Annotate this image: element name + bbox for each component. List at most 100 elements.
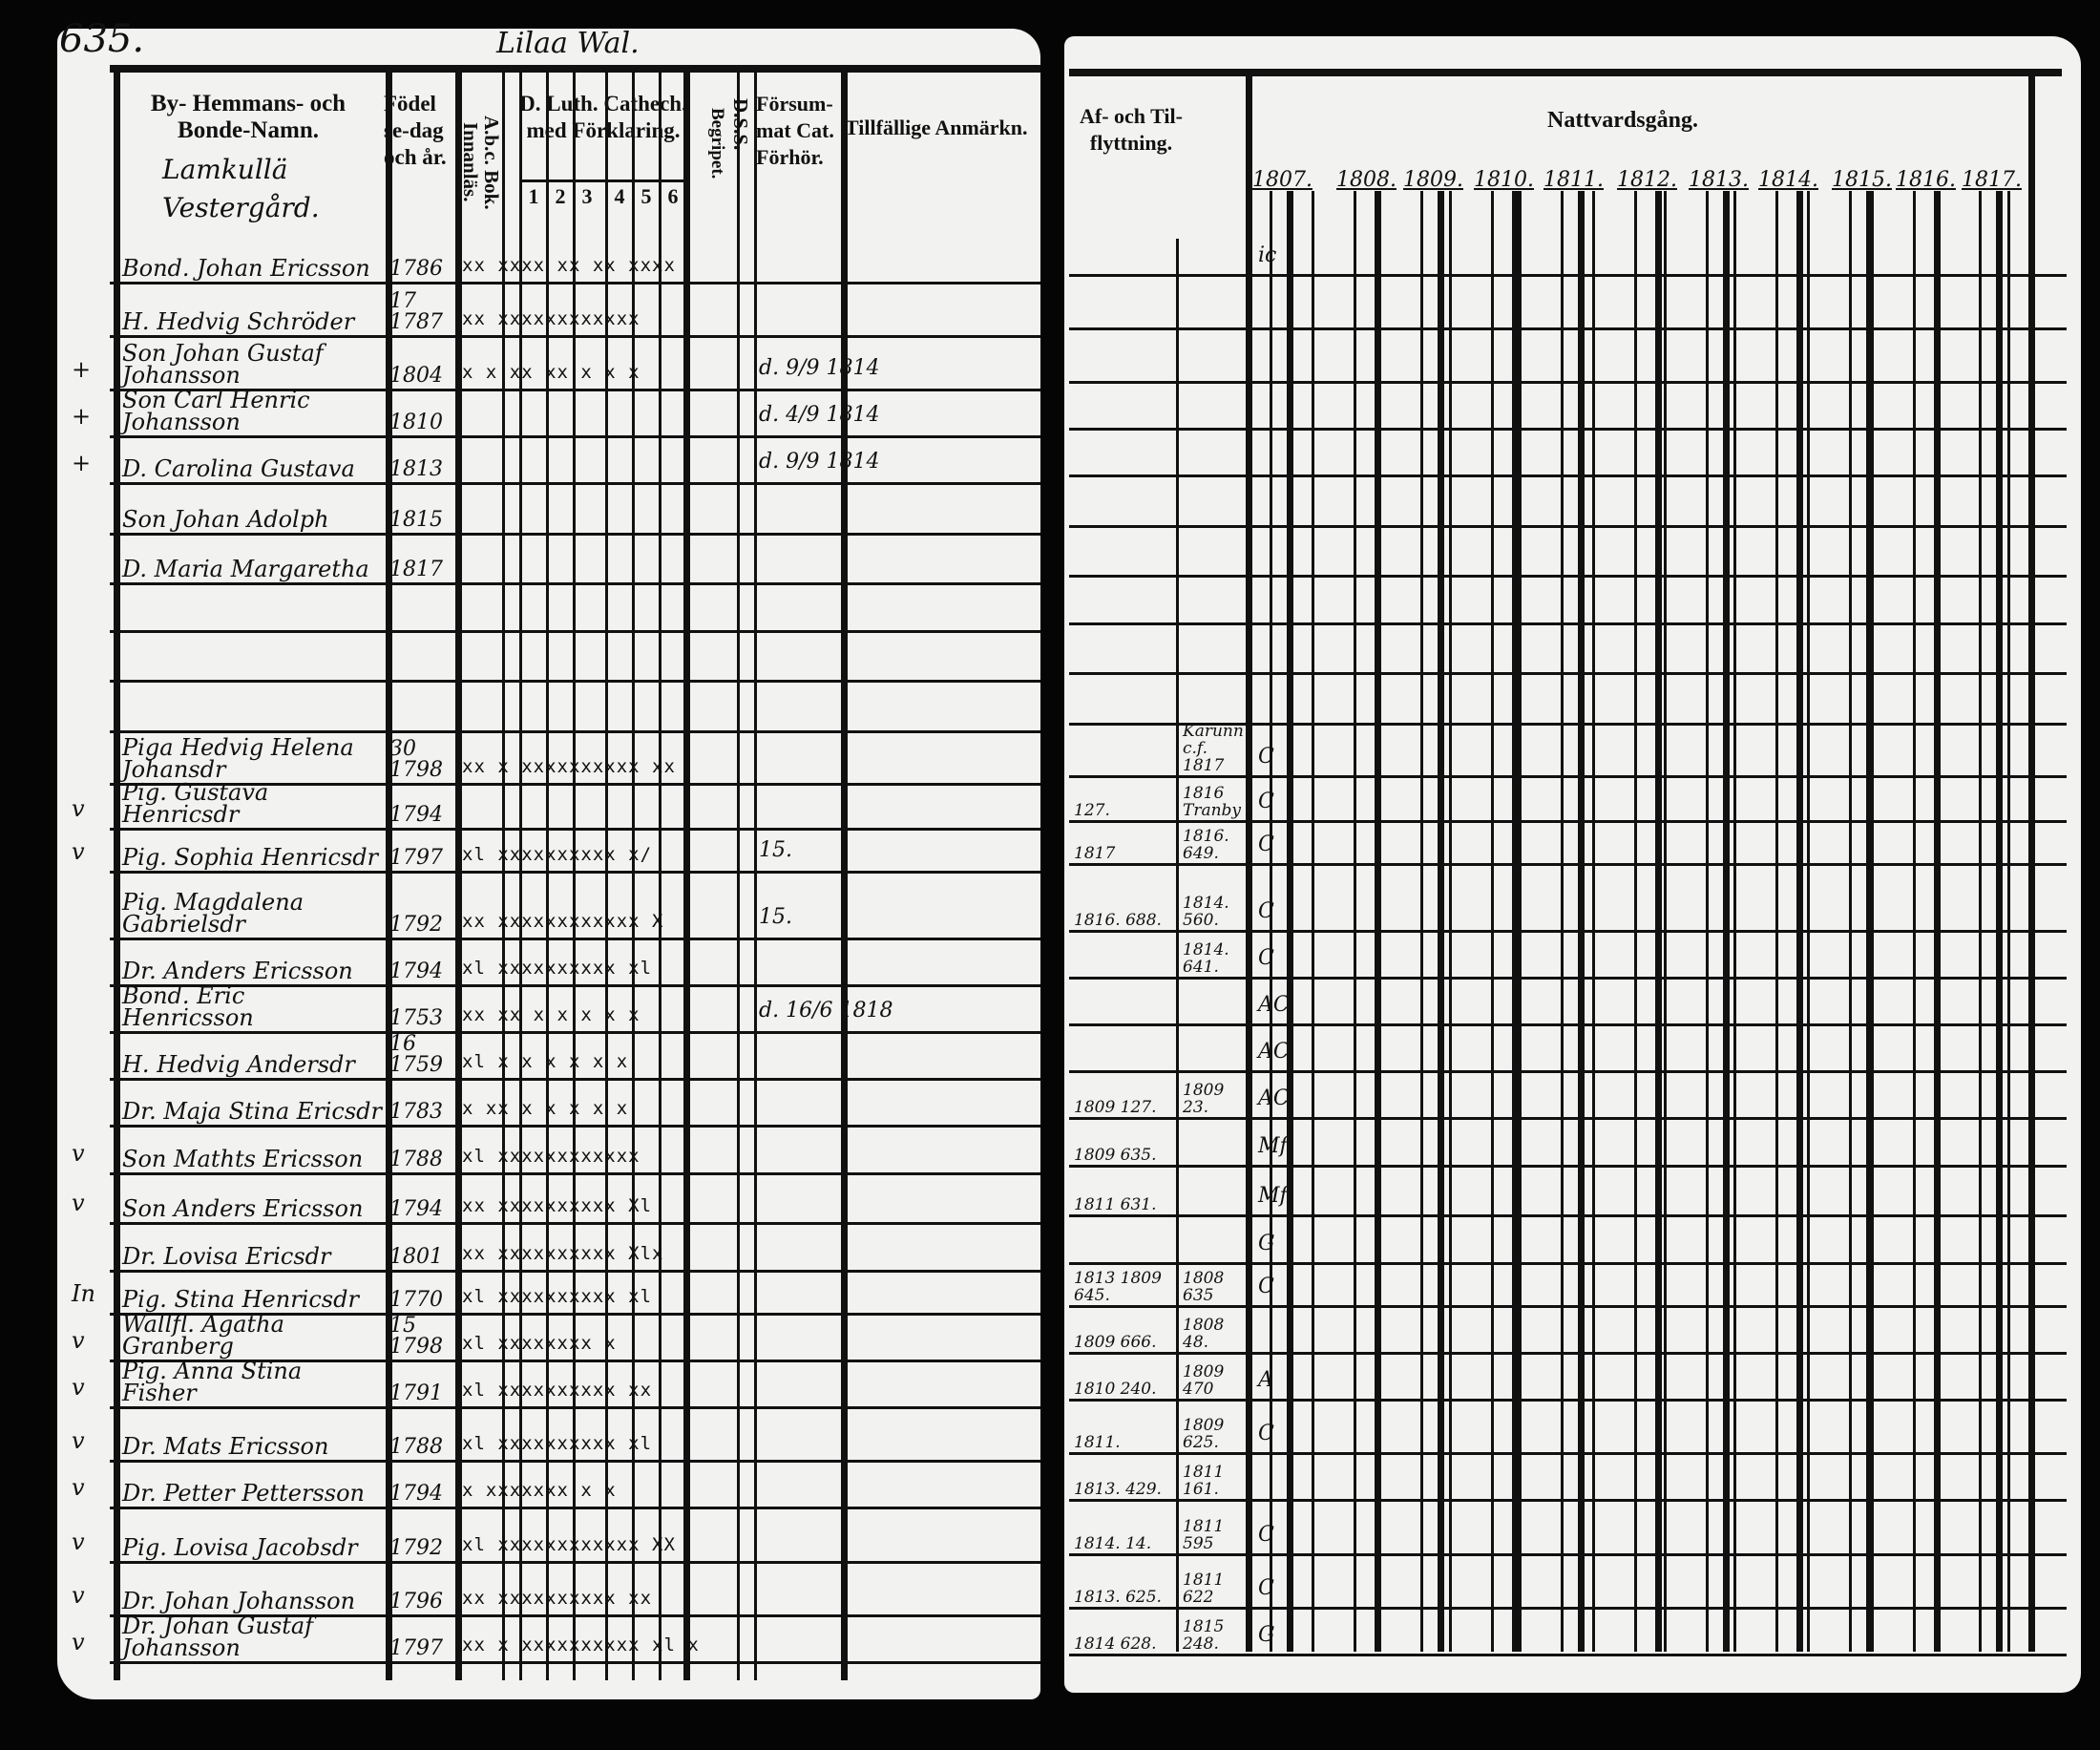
row-rule	[1069, 525, 2067, 528]
row-rule	[110, 1507, 1040, 1509]
reading-marks: xx x xxxxxxxxxx xl x	[462, 1634, 700, 1655]
year-subrule	[1519, 191, 1522, 1652]
year-subrule	[1592, 191, 1595, 1652]
reading-marks: x xx x x x x x	[462, 1098, 629, 1119]
year-subrule	[1807, 191, 1810, 1652]
communion-code: ic	[1258, 243, 1277, 267]
reading-marks: xx xx x x x x x	[462, 1004, 640, 1025]
row-rule	[1069, 820, 2067, 823]
row-rule	[1069, 274, 2067, 277]
birth-year: 1788	[389, 1435, 443, 1459]
communion-code: C	[1258, 899, 1274, 923]
header-forsummat: Försum-mat Cat. Förhör.	[756, 92, 834, 169]
row-rule	[110, 1031, 1040, 1034]
communion-code: G	[1258, 1623, 1275, 1647]
row-rule	[110, 1172, 1040, 1175]
row-rule	[1069, 622, 2067, 625]
year-subrule	[1420, 191, 1423, 1652]
column-rule	[605, 67, 608, 1680]
row-mark: v	[72, 1140, 85, 1167]
row-rule	[110, 1313, 1040, 1316]
birth-year: 1794	[389, 1197, 443, 1221]
row-rule	[1069, 1165, 2067, 1168]
birth-year: 1796	[389, 1590, 443, 1613]
row-rule	[110, 1614, 1040, 1617]
row-mark: v	[72, 1629, 85, 1655]
row-rule	[1069, 428, 2067, 431]
birth-year: 1797	[389, 1636, 443, 1660]
person-name: Dr. Lovisa Ericsdr	[122, 1243, 331, 1270]
row-mark: v	[72, 1474, 85, 1501]
communion-code: C	[1258, 833, 1274, 856]
birth-year: 1792	[389, 1536, 443, 1560]
row-rule	[110, 435, 1040, 438]
row-rule	[1069, 930, 2067, 933]
top-rule	[110, 65, 1040, 73]
moved-to: 1811 622	[1183, 1571, 1225, 1607]
row-rule	[1069, 575, 2067, 578]
column-rule	[632, 67, 635, 1680]
row-rule	[110, 730, 1040, 733]
reading-marks: xl xxxxxxxxxxxx	[462, 1146, 640, 1167]
moved-to: 1811 161.	[1183, 1463, 1225, 1499]
reading-marks: xl x x x x x x	[462, 1051, 629, 1072]
row-rule	[1069, 1262, 2067, 1265]
person-name: Dr. Johan Gustaf Johansson	[122, 1613, 314, 1661]
communion-code: Mf	[1258, 1184, 1288, 1208]
row-rule	[110, 1406, 1040, 1409]
person-name: Bond. Eric Henricsson	[122, 982, 254, 1031]
birth-year: 1753	[389, 1006, 443, 1030]
row-rule	[110, 871, 1040, 874]
reading-marks: xl xxxxxxxx x	[462, 1333, 617, 1354]
birth-year: 1817	[389, 558, 443, 581]
column-rule	[754, 67, 757, 1680]
row-rule	[110, 335, 1040, 338]
column-rule	[455, 67, 462, 1680]
row-rule	[110, 1661, 1040, 1664]
birth-year: 1815	[389, 508, 443, 532]
column-rule	[841, 67, 848, 1680]
year-header-4: 1811.	[1544, 168, 1604, 192]
year-header-5: 1812.	[1617, 168, 1677, 192]
communion-code: C	[1258, 1523, 1274, 1547]
communion-code: AC	[1258, 1040, 1290, 1064]
moved-to: 1809 470	[1183, 1362, 1225, 1399]
row-rule	[110, 389, 1040, 391]
person-name: Dr. Petter Pettersson	[122, 1480, 365, 1507]
communion-code: C	[1258, 1576, 1274, 1600]
row-rule	[110, 533, 1040, 536]
person-name: Son Mathts Ericsson	[122, 1146, 364, 1172]
year-rule	[1996, 191, 2003, 1652]
year-header-6: 1813.	[1689, 168, 1749, 192]
reading-marks: xl xxxxxxxxxx xl	[462, 1286, 653, 1307]
header-anmarkningar: Tillfällige Anmärkn.	[845, 116, 1028, 139]
row-rule	[110, 1270, 1040, 1273]
row-rule	[110, 828, 1040, 831]
reading-marks: xx x xxxxxxxxxx xx	[462, 756, 676, 777]
person-name: D. Carolina Gustava	[122, 455, 355, 482]
communion-code: C	[1258, 946, 1274, 970]
year-subrule	[1561, 191, 1564, 1652]
row-rule	[110, 1561, 1040, 1564]
birth-year: 1792	[389, 913, 443, 937]
year-rule	[1512, 191, 1519, 1652]
birth-year: 1813	[389, 457, 443, 481]
year-header-0: 1807.	[1252, 168, 1312, 192]
moved-from: 1810 240.	[1074, 1380, 1157, 1399]
reading-marks: xl xxxxxxxxxx xl	[462, 1433, 653, 1454]
communion-code: Mf	[1258, 1134, 1288, 1158]
reading-marks: x xxxxxxx x x	[462, 1480, 617, 1501]
year-subrule	[1312, 191, 1314, 1652]
row-rule	[110, 582, 1040, 585]
remark: d. 16/6 1818	[759, 999, 893, 1023]
reading-marks: xl xxxxxxxxxxxx XX	[462, 1534, 676, 1555]
header-flyttning: Af- och Til-flyttning.	[1080, 104, 1183, 155]
communion-code: G	[1258, 1232, 1275, 1255]
moved-to: 1815 248.	[1183, 1617, 1225, 1654]
reading-marks: xx xxxxxxxxxx xx	[462, 1588, 653, 1609]
row-mark: v	[72, 838, 85, 865]
person-name: Son Anders Ericsson	[122, 1195, 364, 1222]
row-rule	[110, 1360, 1040, 1362]
year-subrule	[1354, 191, 1356, 1652]
year-subrule	[1664, 191, 1667, 1652]
